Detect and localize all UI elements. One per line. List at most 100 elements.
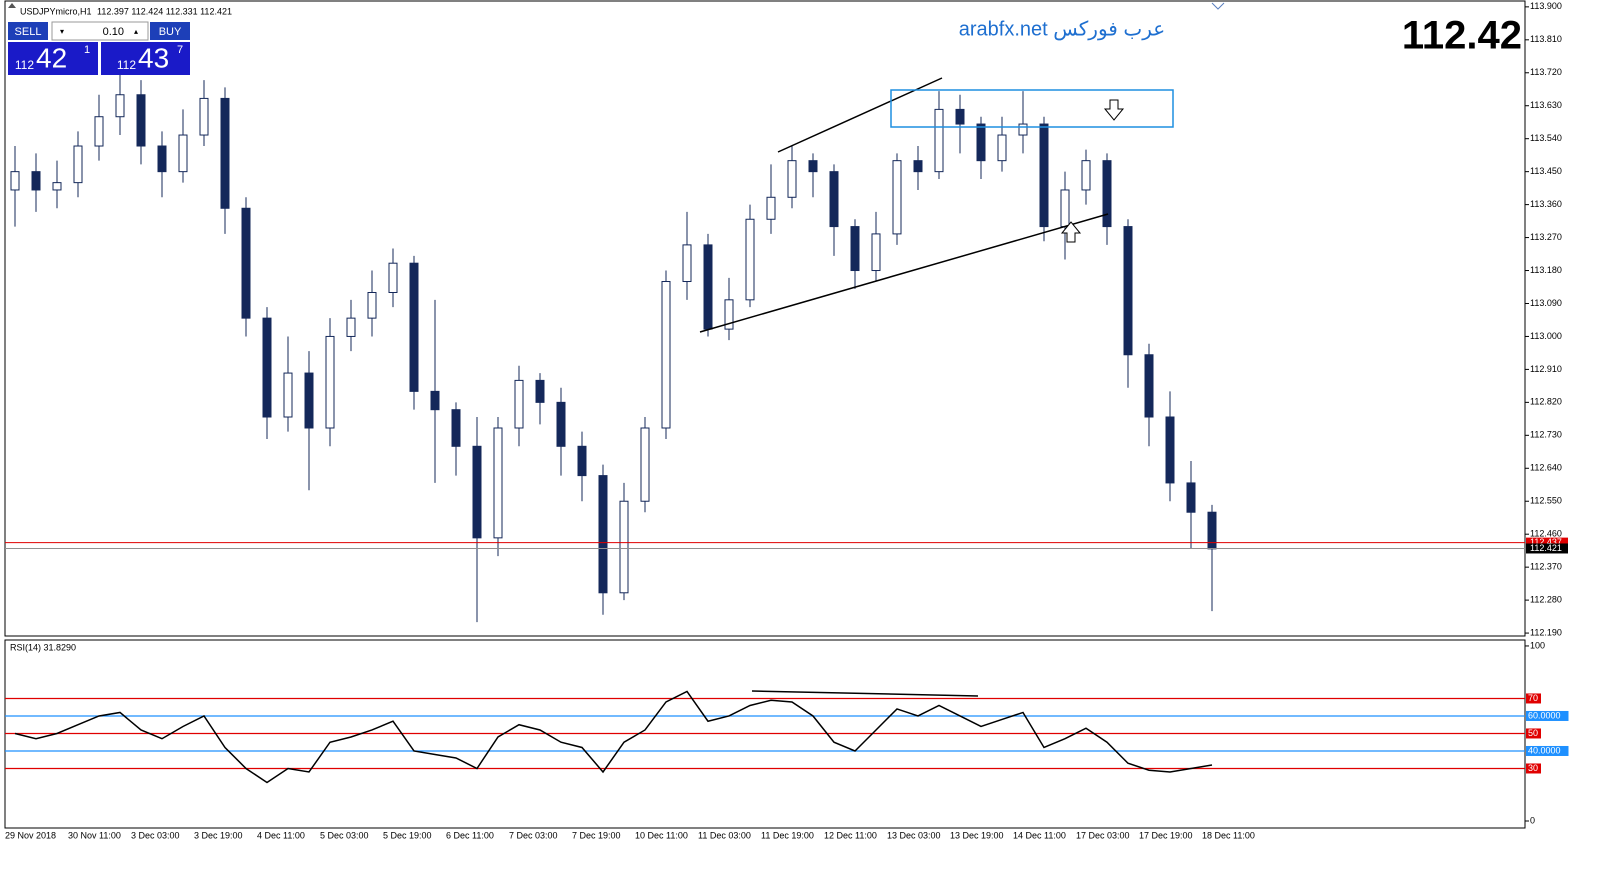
y-tick-label: 113.450 [1530,166,1562,176]
x-tick-label: 11 Dec 03:00 [698,830,751,840]
candle-body [1018,123,1028,136]
x-tick-label: 7 Dec 03:00 [509,830,558,840]
x-tick-label: 3 Dec 03:00 [131,830,180,840]
y-tick-label: 113.360 [1530,199,1562,209]
y-tick-label: 0 [1530,815,1535,825]
candle-body [1123,226,1133,356]
y-tick-label: 112.280 [1530,594,1562,604]
level-label: 30 [1528,763,1538,773]
candle-body [325,335,335,429]
buy-button[interactable] [150,22,190,40]
candle-body [535,379,545,403]
candle-body [892,160,902,235]
candle-body [1039,123,1049,228]
lot-input[interactable] [51,21,149,41]
rsi-line [14,690,1213,784]
candle-body [94,116,104,147]
level-label: 40.0000 [1528,745,1561,755]
marks: 113.900 113.810 113.720 113.630 113.540 113.4… [5,1,1569,840]
candle-body [1102,160,1112,228]
level-label-box [1526,710,1569,721]
level-label: 70 [1528,693,1538,703]
candle-body [934,108,944,173]
ask-small: 7 [177,44,183,56]
y-tick-label: 113.630 [1530,100,1562,110]
candle-body [682,244,692,283]
candle-body [283,372,293,418]
y-tick-label: 112.460 [1530,529,1562,539]
x-tick-label: 6 Dec 11:00 [446,830,494,840]
x-tick-label: 17 Dec 03:00 [1076,830,1130,840]
candle-body [1165,416,1175,484]
candle-body [304,372,314,429]
candle-body [871,233,881,272]
candle-body [241,207,251,319]
candle-body [661,281,671,429]
up-arrow [1060,221,1082,243]
trend-line [699,213,1109,333]
candle-body [409,262,419,392]
watermark: arabfx.net عرب فوركس [959,18,1165,40]
sell-label: SELL [15,26,42,38]
y-tick-label: 113.540 [1530,133,1562,143]
candle-body [619,500,629,594]
candle-body [10,171,20,191]
x-tick-label: 10 Dec 11:00 [635,830,688,840]
candle-body [787,160,797,198]
y-tick-label: 112.730 [1530,430,1562,440]
ask-big: 112 [117,58,136,72]
candle-body [703,244,713,330]
candle-body [913,160,923,173]
x-tick-label: 5 Dec 19:00 [383,830,432,840]
candle-body [472,445,482,539]
header-icon [8,3,16,8]
price-label-box [1526,543,1568,554]
candle-body [52,182,62,191]
candle-body [808,160,818,173]
y-tick-label: 113.090 [1530,298,1562,308]
candle-body [262,317,272,418]
candle-body [829,171,839,228]
lot-up[interactable]: ▴ [134,27,138,36]
ask-box[interactable] [101,42,190,75]
bid-main: 42 [36,42,67,73]
candle-body [724,299,734,330]
candle-body [451,409,461,447]
y-tick-label: 113.270 [1530,232,1562,242]
sell-button[interactable] [8,22,48,40]
x-tick-label: 14 Dec 11:00 [1013,830,1066,840]
y-tick-label: 113.000 [1530,331,1562,341]
lot-value: 0.10 [103,26,124,38]
y-tick-label: 113.810 [1530,34,1562,44]
bid-box[interactable] [8,42,98,75]
candle-body [1060,189,1070,228]
candle-body [1186,482,1196,513]
level-label-box [1526,728,1541,739]
candle-body [997,134,1007,162]
candle-body [178,134,188,173]
candle-body [1207,511,1217,550]
candle-body [1144,354,1154,418]
y-tick-label: 112.910 [1530,364,1562,374]
candle-body [346,317,356,337]
level-label: 60.0000 [1528,710,1561,720]
candle-body [31,171,41,191]
x-tick-label: 29 Nov 2018 [5,830,56,840]
candle-body [745,218,755,301]
candle-body [73,145,83,184]
candle-body [430,390,440,411]
level-label-box [1526,693,1541,704]
candle-body [766,196,776,220]
candle-body [367,291,377,319]
lot-down[interactable]: ▾ [60,27,64,36]
level-label-box [1526,763,1541,774]
ohlc: 112.397 112.424 112.331 112.421 [97,6,232,16]
resistance-box [890,89,1174,128]
candle-body [598,475,608,594]
y-tick-label: 113.720 [1530,67,1562,77]
candle-body [115,94,125,118]
y-tick-label: 100 [1530,640,1545,650]
x-tick-label: 4 Dec 11:00 [257,830,305,840]
candle-body [577,445,587,477]
